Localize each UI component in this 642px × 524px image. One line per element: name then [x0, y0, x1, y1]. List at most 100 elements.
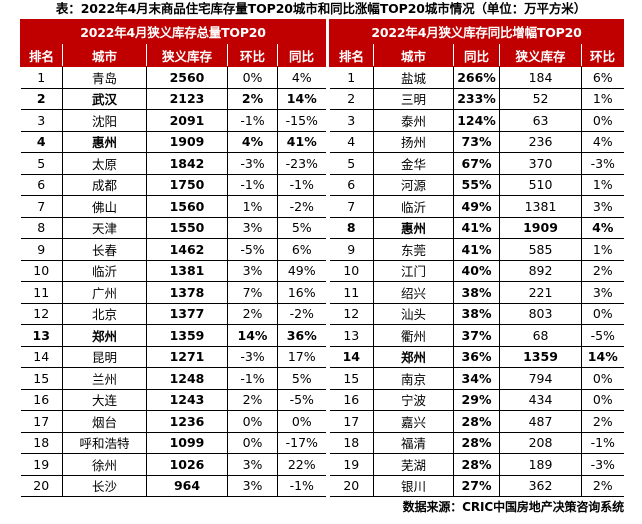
table-row[interactable]: 1 青岛 2560 0% 4%	[20, 66, 326, 89]
table-row[interactable]: 10 江门 40% 892 2%	[329, 260, 624, 282]
left-col-header-rank[interactable]: 排名	[20, 43, 63, 67]
cell-yoy: 36%	[276, 324, 326, 347]
table-row[interactable]: 14 郑州 36% 1359 14%	[329, 346, 624, 368]
cell-city: 泰州	[373, 109, 454, 132]
cell-stock: 1359	[146, 324, 228, 347]
cell-city: 福清	[373, 432, 454, 454]
cell-yoy: 40%	[453, 260, 500, 282]
table-row[interactable]: 17 烟台 1236 0% 0%	[20, 410, 326, 433]
table-row[interactable]: 18 呼和浩特 1099 0% -17%	[20, 432, 326, 454]
table-row[interactable]: 5 金华 67% 370 -3%	[329, 152, 624, 175]
table-row[interactable]: 13 郑州 1359 14% 36%	[20, 324, 326, 347]
table-row[interactable]: 15 兰州 1248 -1% 5%	[20, 367, 326, 390]
table-row[interactable]: 8 天津 1550 3% 5%	[20, 217, 326, 239]
table-row[interactable]: 11 绍兴 38% 221 3%	[329, 281, 624, 304]
cell-mom: 0%	[581, 367, 624, 390]
cell-stock: 1381	[146, 260, 228, 282]
table-row[interactable]: 16 宁波 29% 434 0%	[329, 389, 624, 411]
cell-yoy: 38%	[453, 303, 500, 325]
cell-city: 沈阳	[62, 109, 147, 132]
table-row[interactable]: 13 衢州 37% 68 -5%	[329, 324, 624, 347]
cell-stock: 189	[499, 453, 582, 476]
cell-stock: 52	[499, 88, 582, 110]
table-row[interactable]: 9 长春 1462 -5% 6%	[20, 238, 326, 261]
table-row[interactable]: 12 北京 1377 2% -2%	[20, 303, 326, 325]
cell-stock: 221	[499, 281, 582, 304]
cell-city: 郑州	[373, 346, 454, 368]
cell-city: 嘉兴	[373, 410, 454, 433]
cell-city: 青岛	[62, 66, 147, 89]
cell-rank: 9	[20, 238, 63, 261]
table-row[interactable]: 7 临沂 49% 1381 3%	[329, 195, 624, 218]
table-row[interactable]: 7 佛山 1560 1% -2%	[20, 195, 326, 218]
table-row[interactable]: 4 扬州 73% 236 4%	[329, 131, 624, 153]
table-row[interactable]: 18 福清 28% 208 -1%	[329, 432, 624, 454]
cell-rank: 9	[329, 238, 374, 261]
cell-stock: 1099	[146, 432, 228, 454]
table-row[interactable]: 20 银川 27% 362 2%	[329, 475, 624, 497]
cell-yoy: -5%	[276, 389, 326, 411]
table-row[interactable]: 15 南京 34% 794 0%	[329, 367, 624, 390]
left-col-header-yoy[interactable]: 同比	[276, 43, 327, 67]
cell-yoy: -2%	[276, 303, 326, 325]
cell-stock: 1560	[146, 195, 228, 218]
cell-rank: 16	[20, 389, 63, 411]
cell-yoy: 22%	[276, 453, 326, 476]
cell-stock: 68	[499, 324, 582, 347]
table-row[interactable]: 6 河源 55% 510 1%	[329, 174, 624, 196]
table-row[interactable]: 5 太原 1842 -3% -23%	[20, 152, 326, 175]
cell-rank: 17	[20, 410, 63, 433]
right-group-header: 2022年4月狭义库存同比增幅TOP20	[329, 19, 625, 44]
table-row[interactable]: 2 三明 233% 52 1%	[329, 88, 624, 110]
page-title: 表：2022年4月末商品住宅库存量TOP20城市和同比涨幅TOP20城市情况（单…	[55, 1, 587, 16]
left-col-header-stock[interactable]: 狭义库存	[146, 43, 228, 67]
cell-yoy: 233%	[453, 88, 500, 110]
left-column-header-row: 排名 城市 狭义库存 环比 同比	[20, 43, 327, 67]
cell-yoy: 0%	[276, 410, 326, 433]
cell-mom: 2%	[581, 410, 624, 433]
table-row[interactable]: 2 武汉 2123 2% 14%	[20, 88, 326, 110]
right-col-header-city[interactable]: 城市	[373, 43, 455, 67]
cell-city: 郑州	[62, 324, 147, 347]
table-row[interactable]: 19 徐州 1026 3% 22%	[20, 453, 326, 476]
cell-city: 绍兴	[373, 281, 454, 304]
table-row[interactable]: 10 临沂 1381 3% 49%	[20, 260, 326, 282]
table-row[interactable]: 6 成都 1750 -1% -1%	[20, 174, 326, 196]
table-row[interactable]: 3 泰州 124% 63 0%	[329, 109, 624, 132]
cell-stock: 1377	[146, 303, 228, 325]
table-row[interactable]: 8 惠州 41% 1909 4%	[329, 217, 624, 239]
cell-yoy: -17%	[276, 432, 326, 454]
cell-mom: -5%	[581, 324, 624, 347]
table-row[interactable]: 11 广州 1378 7% 16%	[20, 281, 326, 304]
cell-rank: 19	[329, 453, 374, 476]
right-column-header-row: 排名 城市 同比 狭义库存 环比	[329, 43, 625, 67]
table-row[interactable]: 16 大连 1243 2% -5%	[20, 389, 326, 411]
table-row[interactable]: 9 东莞 41% 585 1%	[329, 238, 624, 261]
right-col-header-yoy[interactable]: 同比	[453, 43, 501, 67]
cell-city: 大连	[62, 389, 147, 411]
cell-mom: 1%	[581, 238, 624, 261]
cell-city: 呼和浩特	[62, 432, 147, 454]
cell-city: 汕头	[373, 303, 454, 325]
cell-mom: 0%	[581, 303, 624, 325]
table-row[interactable]: 14 昆明 1271 -3% 17%	[20, 346, 326, 368]
right-col-header-mom[interactable]: 环比	[581, 43, 625, 67]
cell-yoy: 28%	[453, 453, 500, 476]
left-col-header-city[interactable]: 城市	[62, 43, 147, 67]
cell-mom: 2%	[227, 88, 278, 110]
cell-mom: -1%	[227, 174, 278, 196]
table-row[interactable]: 19 芜湖 28% 189 -3%	[329, 453, 624, 476]
table-row[interactable]: 12 汕头 38% 803 0%	[329, 303, 624, 325]
right-col-header-rank[interactable]: 排名	[329, 43, 375, 67]
table-row[interactable]: 20 长沙 964 3% -1%	[20, 475, 326, 497]
table-row[interactable]: 17 嘉兴 28% 487 2%	[329, 410, 624, 433]
table-row[interactable]: 1 盐城 266% 184 6%	[329, 66, 624, 89]
left-col-header-mom[interactable]: 环比	[227, 43, 278, 67]
table-row[interactable]: 4 惠州 1909 4% 41%	[20, 131, 326, 153]
right-col-header-stock[interactable]: 狭义库存	[499, 43, 583, 67]
cell-mom: 3%	[227, 475, 278, 497]
cell-city: 三明	[373, 88, 454, 110]
cell-yoy: 49%	[276, 260, 326, 282]
cell-stock: 1909	[146, 131, 228, 153]
table-row[interactable]: 3 沈阳 2091 -1% -15%	[20, 109, 326, 132]
